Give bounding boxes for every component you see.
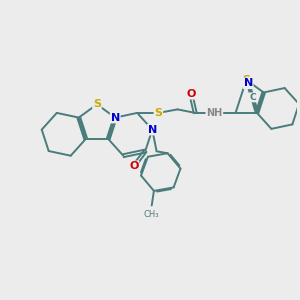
- Text: N: N: [148, 124, 157, 135]
- Text: O: O: [129, 161, 139, 171]
- Text: S: S: [242, 75, 250, 85]
- Text: S: S: [93, 99, 101, 110]
- Text: N: N: [111, 112, 120, 123]
- Text: C: C: [249, 93, 256, 102]
- Text: CH₃: CH₃: [144, 210, 160, 219]
- Text: S: S: [154, 108, 162, 118]
- Text: O: O: [186, 89, 196, 99]
- Text: NH: NH: [206, 108, 223, 118]
- Text: N: N: [244, 78, 253, 88]
